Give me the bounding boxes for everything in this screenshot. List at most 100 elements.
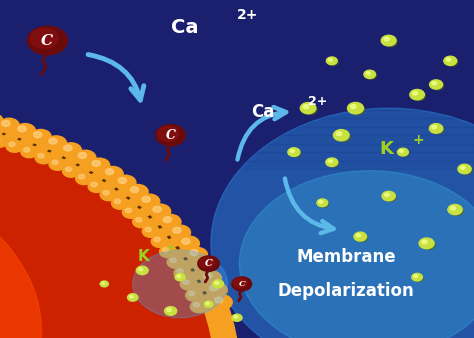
Circle shape	[167, 308, 171, 311]
Circle shape	[63, 165, 80, 177]
Circle shape	[115, 175, 136, 190]
Circle shape	[139, 194, 160, 209]
Bar	[0, 34, 474, 42]
Circle shape	[173, 227, 181, 233]
Circle shape	[461, 166, 472, 174]
Circle shape	[413, 92, 426, 101]
Circle shape	[111, 197, 128, 209]
Circle shape	[414, 275, 418, 277]
Circle shape	[234, 316, 237, 318]
Text: C: C	[205, 259, 212, 268]
Circle shape	[432, 81, 437, 85]
Circle shape	[133, 250, 228, 318]
Circle shape	[102, 166, 123, 181]
Circle shape	[92, 160, 100, 166]
Circle shape	[366, 72, 376, 79]
Circle shape	[398, 148, 408, 156]
Circle shape	[432, 82, 444, 90]
Circle shape	[114, 199, 121, 203]
Text: +: +	[166, 243, 175, 254]
Circle shape	[291, 150, 301, 157]
Circle shape	[194, 259, 215, 274]
Circle shape	[328, 58, 332, 61]
Text: K: K	[137, 249, 149, 264]
Circle shape	[88, 180, 105, 192]
Bar	[0, 51, 474, 59]
Circle shape	[400, 150, 409, 156]
Circle shape	[204, 273, 212, 279]
Circle shape	[288, 148, 300, 156]
Circle shape	[91, 182, 97, 187]
Circle shape	[0, 114, 3, 128]
Circle shape	[460, 166, 465, 169]
Circle shape	[319, 201, 328, 207]
Ellipse shape	[211, 108, 474, 338]
Circle shape	[429, 124, 443, 133]
Circle shape	[160, 214, 181, 229]
Circle shape	[129, 295, 133, 298]
Circle shape	[52, 160, 58, 165]
Circle shape	[75, 150, 96, 165]
Circle shape	[328, 160, 339, 167]
Circle shape	[24, 148, 30, 152]
Circle shape	[0, 100, 239, 338]
Circle shape	[328, 160, 332, 163]
Bar	[0, 25, 474, 34]
Circle shape	[422, 240, 427, 244]
Circle shape	[78, 174, 85, 179]
Circle shape	[412, 91, 418, 95]
Circle shape	[429, 80, 443, 89]
Text: 2+: 2+	[237, 8, 258, 22]
Bar	[0, 59, 474, 68]
Circle shape	[444, 56, 457, 66]
Text: K: K	[379, 140, 393, 158]
Bar	[0, 68, 474, 76]
Bar	[0, 152, 474, 161]
Circle shape	[177, 269, 183, 273]
Text: Ca: Ca	[171, 18, 198, 37]
Text: 2+: 2+	[308, 95, 328, 108]
Circle shape	[103, 191, 109, 195]
Circle shape	[142, 196, 150, 202]
Circle shape	[18, 126, 26, 132]
Circle shape	[354, 232, 366, 241]
Circle shape	[177, 275, 181, 277]
Bar	[0, 42, 474, 51]
Circle shape	[89, 158, 110, 173]
Circle shape	[164, 307, 177, 315]
Circle shape	[337, 132, 342, 136]
Text: Membrane: Membrane	[296, 248, 396, 266]
Circle shape	[64, 145, 72, 151]
Circle shape	[364, 70, 375, 78]
Circle shape	[385, 193, 396, 201]
Bar	[0, 93, 474, 101]
Circle shape	[210, 285, 218, 291]
Circle shape	[356, 234, 361, 237]
Circle shape	[75, 172, 93, 185]
Circle shape	[138, 268, 143, 271]
Ellipse shape	[232, 277, 252, 291]
Circle shape	[102, 282, 105, 284]
Circle shape	[400, 150, 403, 152]
Text: C: C	[41, 33, 54, 48]
Ellipse shape	[156, 125, 185, 146]
Circle shape	[290, 149, 294, 152]
Circle shape	[15, 124, 36, 139]
Circle shape	[366, 72, 370, 75]
Circle shape	[136, 266, 148, 275]
Circle shape	[100, 189, 117, 201]
Circle shape	[35, 151, 52, 164]
Ellipse shape	[200, 257, 214, 268]
Circle shape	[78, 152, 86, 159]
Circle shape	[0, 118, 19, 133]
Circle shape	[232, 314, 242, 321]
Circle shape	[49, 138, 57, 144]
Circle shape	[128, 185, 148, 199]
Circle shape	[189, 291, 195, 296]
Circle shape	[357, 234, 367, 242]
Circle shape	[212, 280, 224, 288]
Text: C: C	[165, 129, 176, 142]
Circle shape	[49, 158, 66, 170]
Circle shape	[150, 204, 171, 219]
Circle shape	[211, 295, 232, 310]
